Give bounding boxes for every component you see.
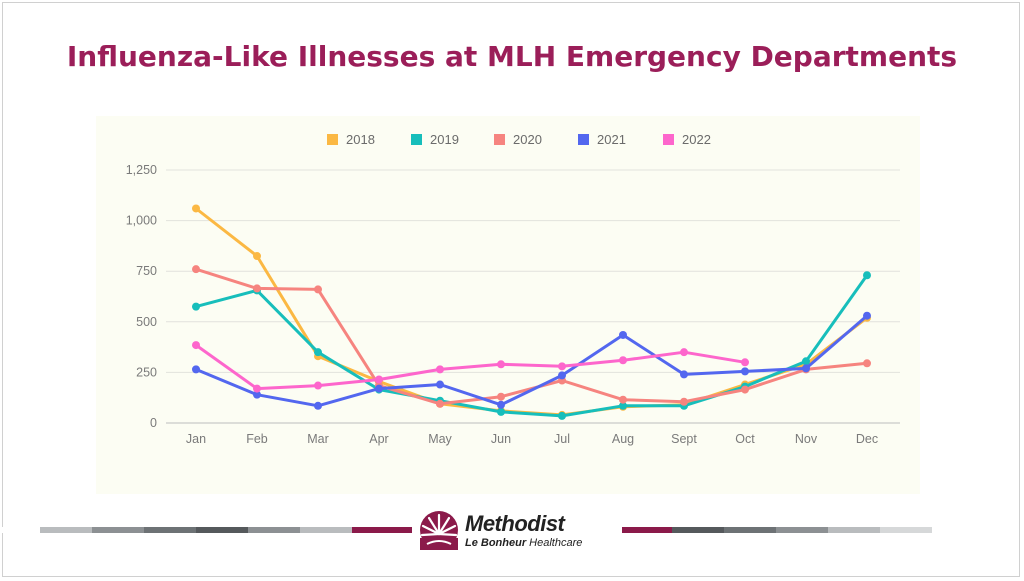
series-line	[194, 314, 869, 408]
data-point	[192, 302, 200, 311]
legend-swatch	[663, 134, 674, 145]
data-point	[192, 265, 200, 274]
legend-label: 2019	[430, 132, 459, 147]
logo-name: Methodist	[465, 511, 565, 536]
series-line	[194, 273, 869, 418]
x-tick-label: May	[428, 432, 452, 446]
logo-subtitle: Le Bonheur Healthcare	[465, 537, 582, 549]
data-point	[619, 401, 627, 410]
y-tick-label: 250	[136, 365, 157, 379]
data-point	[863, 359, 871, 368]
data-point	[619, 356, 627, 365]
y-tick-label: 0	[150, 416, 157, 430]
data-point	[253, 252, 261, 261]
data-point	[436, 365, 444, 374]
data-point	[192, 341, 200, 350]
x-tick-label: Nov	[795, 432, 818, 446]
data-point	[497, 400, 505, 409]
data-point	[558, 371, 566, 380]
legend-swatch	[578, 134, 589, 145]
x-tick-label: Sept	[671, 432, 697, 446]
x-tick-label: Feb	[246, 432, 268, 446]
series-line	[194, 343, 747, 391]
data-point	[497, 407, 505, 416]
data-point	[741, 385, 749, 394]
data-point	[802, 357, 810, 366]
data-point	[436, 380, 444, 389]
logo-sub-rest: Healthcare	[526, 537, 583, 549]
legend-label: 2018	[346, 132, 375, 147]
data-point	[314, 381, 322, 390]
data-point	[741, 367, 749, 376]
data-point	[253, 384, 261, 393]
data-point	[863, 271, 871, 280]
data-point	[619, 395, 627, 404]
y-tick-label: 1,250	[126, 163, 157, 177]
logo-sunburst-icon	[420, 511, 458, 550]
chart-panel: 0 250 500 750 1,000 1,250 Jan Feb Mar Apr May Jun Ju…	[96, 116, 920, 494]
data-point	[314, 285, 322, 294]
x-tick-label: Aug	[612, 432, 634, 446]
x-tick-label: Oct	[735, 432, 755, 446]
methodist-logo: Methodist Le Bonheur Healthcare	[413, 505, 613, 555]
data-point	[802, 364, 810, 373]
slide-title: Influenza-Like Illnesses at MLH Emergenc…	[66, 40, 958, 73]
y-tick-label: 500	[136, 315, 157, 329]
series-line	[194, 267, 869, 406]
legend-swatch	[327, 134, 338, 145]
data-point	[680, 348, 688, 357]
data-point	[619, 330, 627, 339]
legend-label: 2021	[597, 132, 626, 147]
data-point	[741, 358, 749, 367]
data-point	[253, 390, 261, 399]
data-point	[680, 397, 688, 406]
data-point	[192, 204, 200, 213]
data-point	[314, 348, 322, 357]
data-point	[680, 370, 688, 379]
data-point	[558, 411, 566, 420]
y-tick-label: 1,000	[126, 214, 157, 228]
x-tick-label: Apr	[369, 432, 388, 446]
data-point	[192, 365, 200, 374]
data-point	[436, 399, 444, 408]
data-point	[375, 384, 383, 393]
data-point	[863, 311, 871, 320]
data-point	[497, 360, 505, 369]
data-point	[497, 392, 505, 401]
x-tick-label: Jan	[186, 432, 206, 446]
y-tick-label: 750	[136, 264, 157, 278]
data-point	[558, 362, 566, 371]
legend-swatch	[494, 134, 505, 145]
x-tick-label: Jul	[554, 432, 570, 446]
legend-label: 2022	[682, 132, 711, 147]
data-point	[253, 284, 261, 293]
x-tick-label: Mar	[307, 432, 329, 446]
x-tick-label: Dec	[856, 432, 878, 446]
legend-swatch	[411, 134, 422, 145]
data-point	[375, 375, 383, 384]
legend-label: 2020	[513, 132, 542, 147]
line-chart: 0 250 500 750 1,000 1,250 Jan Feb Mar Apr May Jun Ju…	[126, 132, 900, 446]
x-tick-label: Jun	[491, 432, 511, 446]
logo-sub-bold: Le Bonheur	[465, 537, 527, 549]
data-point	[314, 401, 322, 410]
